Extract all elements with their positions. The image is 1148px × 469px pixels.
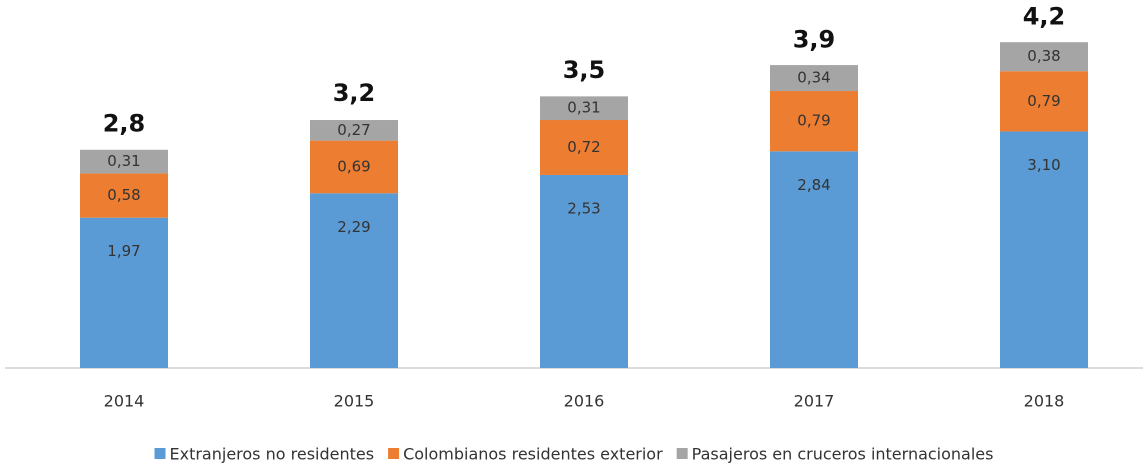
bar-segment xyxy=(770,65,858,92)
segment-label: 0,34 xyxy=(797,69,830,87)
bar-segment xyxy=(1000,71,1088,132)
bar-segment xyxy=(770,91,858,152)
total-label: 3,9 xyxy=(793,25,836,53)
bar-segment xyxy=(1000,42,1088,72)
x-tick-label: 2017 xyxy=(794,392,835,411)
bar-segment xyxy=(540,96,628,121)
legend-label: Pasajeros en cruceros internacionales xyxy=(692,445,994,464)
x-tick-label: 2018 xyxy=(1024,392,1065,411)
legend-swatch xyxy=(676,448,688,459)
bar-segment xyxy=(540,174,628,368)
legend-label: Colombianos residentes exterior xyxy=(403,445,663,464)
legend-swatch xyxy=(154,448,166,459)
bar-segment xyxy=(80,217,168,368)
segment-label: 0,31 xyxy=(567,99,600,117)
segment-label: 2,53 xyxy=(567,199,600,217)
segment-label: 2,84 xyxy=(797,176,830,194)
bar-segment xyxy=(1000,131,1088,368)
segment-label: 0,69 xyxy=(337,157,370,175)
bar-segment xyxy=(80,173,168,218)
segment-label: 0,79 xyxy=(797,112,830,130)
segment-label: 1,97 xyxy=(107,242,140,260)
segment-label: 0,72 xyxy=(567,138,600,156)
bar-segment xyxy=(310,140,398,194)
bar-segment xyxy=(770,151,858,368)
segment-label: 2,29 xyxy=(337,218,370,236)
bar-segment xyxy=(310,193,398,368)
legend-swatch xyxy=(388,448,400,459)
x-tick-label: 2014 xyxy=(104,392,145,411)
total-label: 2,8 xyxy=(103,109,146,137)
segment-label: 0,27 xyxy=(337,121,370,139)
legend-label: Extranjeros no residentes xyxy=(170,445,375,464)
segment-label: 0,79 xyxy=(1027,92,1060,110)
bar-segment xyxy=(310,120,398,141)
x-tick-label: 2016 xyxy=(564,392,605,411)
total-label: 4,2 xyxy=(1023,3,1066,31)
x-tick-label: 2015 xyxy=(334,392,375,411)
bar-segment xyxy=(540,120,628,175)
bar-segment xyxy=(80,149,168,174)
total-label: 3,2 xyxy=(333,79,376,107)
segment-label: 0,31 xyxy=(107,152,140,170)
total-label: 3,5 xyxy=(563,56,606,84)
segment-label: 0,38 xyxy=(1027,47,1060,65)
segment-label: 0,58 xyxy=(107,186,140,204)
segment-label: 3,10 xyxy=(1027,156,1060,174)
